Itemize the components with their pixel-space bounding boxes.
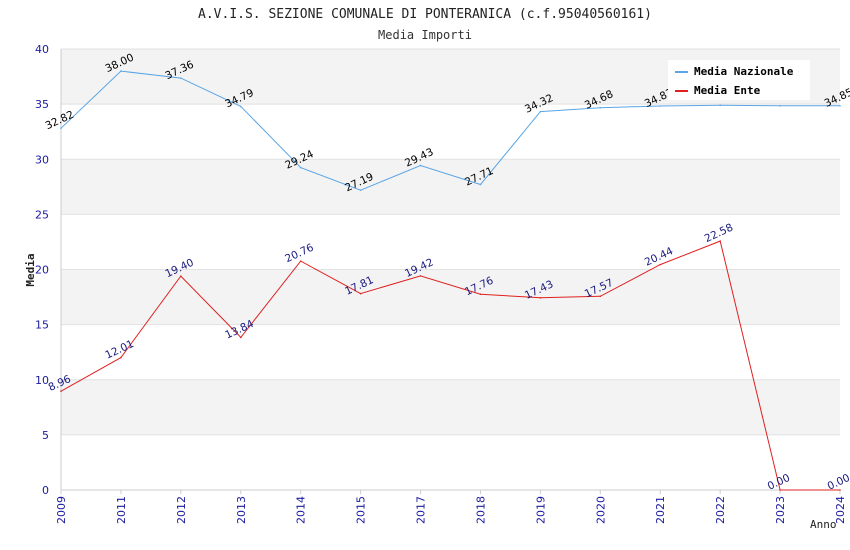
- x-tick-label: 2017: [415, 496, 428, 524]
- x-tick-labels: 2009 2011 2012 2013 2014 2015 2017 2018 2019 2020…: [55, 490, 847, 524]
- x-axis-label: Anno: [810, 518, 837, 531]
- legend-label-media-ente: Media Ente: [694, 84, 761, 97]
- series-line-1: [60, 240, 840, 491]
- data-label: 32.82: [44, 109, 76, 133]
- series-point: [779, 489, 781, 491]
- series-point: [180, 77, 182, 79]
- x-tick-label: 2012: [175, 496, 188, 524]
- x-tick-label: 2022: [714, 496, 727, 524]
- series-point: [60, 390, 62, 393]
- x-tick-label: 2018: [474, 496, 487, 524]
- x-tick-label: 2024: [834, 496, 847, 524]
- series-point: [239, 336, 242, 339]
- series-point: [719, 240, 721, 242]
- series-group: [60, 70, 841, 491]
- series-point: [120, 356, 122, 359]
- data-label: 20.76: [283, 241, 316, 265]
- y-tick-label: 20: [35, 264, 49, 277]
- x-tick-label: 2009: [55, 496, 68, 524]
- x-tick-label: 2019: [534, 496, 547, 524]
- y-axis-label: Media: [24, 253, 37, 286]
- series-point: [419, 275, 422, 277]
- series-point: [479, 183, 482, 186]
- x-tick-label: 2015: [355, 496, 368, 524]
- series-point: [599, 106, 602, 109]
- series-point: [659, 263, 662, 266]
- x-tick-label: 2021: [654, 496, 667, 524]
- y-tick-label: 10: [35, 374, 49, 387]
- series-point: [120, 70, 122, 72]
- x-tick-label: 2014: [295, 496, 308, 524]
- series-point: [779, 104, 781, 107]
- chart-title: A.V.I.S. SEZIONE COMUNALE DI PONTERANICA…: [198, 7, 652, 22]
- series-point: [719, 104, 721, 107]
- y-tick-label: 35: [35, 98, 49, 111]
- y-tick-label: 40: [35, 43, 49, 56]
- x-tick-label: 2020: [594, 496, 607, 524]
- series-point: [299, 260, 302, 262]
- legend: Media Nazionale Media Ente: [668, 60, 810, 100]
- series-point: [299, 166, 302, 169]
- y-tick-label: 5: [42, 429, 49, 442]
- legend-box: [668, 60, 810, 100]
- series-point: [180, 275, 182, 277]
- grid-band: [61, 159, 840, 215]
- series-point: [60, 127, 62, 129]
- series-point: [839, 104, 841, 107]
- grid-bands: [61, 49, 840, 435]
- y-tick-label: 30: [35, 153, 49, 166]
- series-point: [479, 293, 482, 295]
- x-tick-label: 2013: [235, 496, 248, 524]
- series-point: [239, 105, 242, 108]
- y-tick-label: 25: [35, 208, 49, 221]
- grid-band: [61, 269, 840, 325]
- series-point: [659, 105, 662, 107]
- series-line-0: [60, 70, 840, 191]
- series-point: [539, 110, 542, 113]
- y-tick-labels: 0 5 10 15 20 25 30 35 40: [35, 43, 49, 497]
- y-tick-label: 15: [35, 319, 49, 332]
- axes: [60, 49, 840, 491]
- grid-band: [61, 379, 840, 435]
- legend-label-media-nazionale: Media Nazionale: [694, 65, 794, 78]
- series-point: [359, 189, 362, 192]
- series-point: [359, 292, 362, 295]
- grid-lines: [61, 48, 840, 436]
- chart-subtitle: Media Importi: [378, 28, 472, 42]
- y-tick-label: 0: [42, 484, 49, 497]
- series-point: [419, 164, 422, 167]
- x-tick-label: 2011: [115, 496, 128, 524]
- x-tick-label: 2023: [774, 496, 787, 524]
- series-point: [599, 295, 602, 298]
- series-point: [539, 297, 542, 299]
- series-point: [839, 489, 841, 491]
